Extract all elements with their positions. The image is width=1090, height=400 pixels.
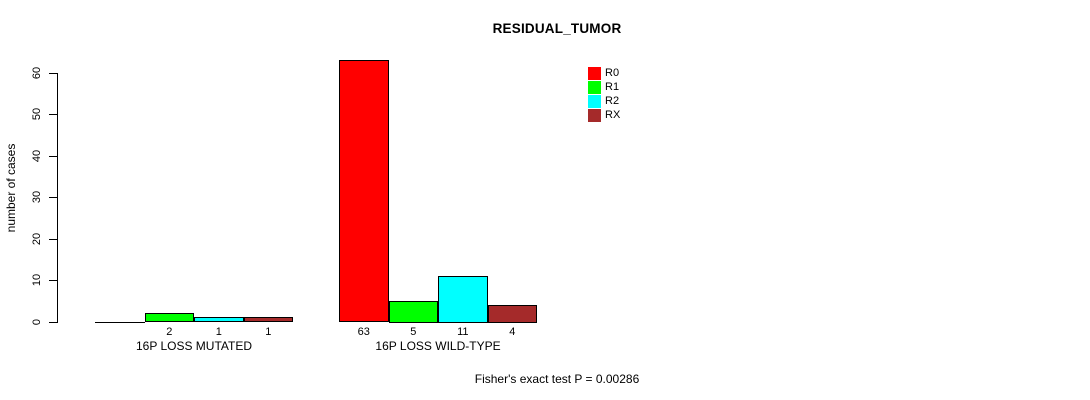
bar-r2: [194, 317, 244, 322]
y-tick-mark: [49, 239, 57, 240]
y-tick-label: 60: [31, 66, 43, 80]
y-tick-mark: [49, 156, 57, 157]
y-tick-label: 50: [31, 107, 43, 121]
legend-label: R2: [605, 95, 620, 107]
y-axis-label: number of cases: [4, 143, 18, 233]
y-tick-label: 30: [31, 190, 43, 204]
legend-item: RX: [588, 108, 620, 122]
bar-r1: [144, 313, 194, 322]
bar-count-label: 4: [509, 326, 516, 338]
legend-label: R0: [605, 67, 620, 79]
bar-r0: [339, 60, 389, 322]
bar-r0-zero: [95, 322, 145, 323]
bar-count-label: 5: [410, 326, 417, 338]
y-axis-line: [57, 73, 58, 323]
y-tick-mark: [49, 114, 57, 115]
y-tick-label: 20: [31, 232, 43, 246]
y-tick-mark: [49, 322, 57, 323]
y-tick-label: 40: [31, 149, 43, 163]
legend-swatch-r1: [588, 80, 601, 94]
bar-rx: [243, 317, 293, 322]
y-tick-mark: [49, 280, 57, 281]
group-label: 16P LOSS MUTATED: [135, 339, 253, 353]
bar-count-label: 1: [215, 326, 222, 338]
legend-label: R1: [605, 81, 620, 93]
legend-swatch-r2: [588, 94, 601, 108]
chart-title: RESIDUAL_TUMOR: [492, 21, 622, 36]
bar-count-label: 63: [357, 326, 370, 338]
bar-count-label: 11: [457, 326, 469, 338]
y-tick-mark: [49, 73, 57, 74]
bar-rx: [487, 305, 537, 323]
legend-item: R0: [588, 66, 619, 80]
y-tick-label: 0: [31, 318, 43, 326]
legend-swatch-r0: [588, 66, 601, 80]
legend-label: RX: [605, 109, 621, 121]
bar-r1: [388, 301, 438, 323]
bar-count-label: 2: [166, 326, 173, 338]
legend-item: R1: [588, 80, 619, 94]
footnote-text: Fisher's exact test P = 0.00286: [474, 372, 640, 386]
legend-item: R2: [588, 94, 619, 108]
bar-r2: [438, 276, 488, 323]
legend-swatch-rx: [588, 108, 601, 122]
bar-count-label: 1: [265, 326, 272, 338]
y-tick-label: 10: [31, 273, 43, 287]
group-label: 16P LOSS WILD-TYPE: [375, 339, 501, 353]
y-tick-mark: [49, 197, 57, 198]
